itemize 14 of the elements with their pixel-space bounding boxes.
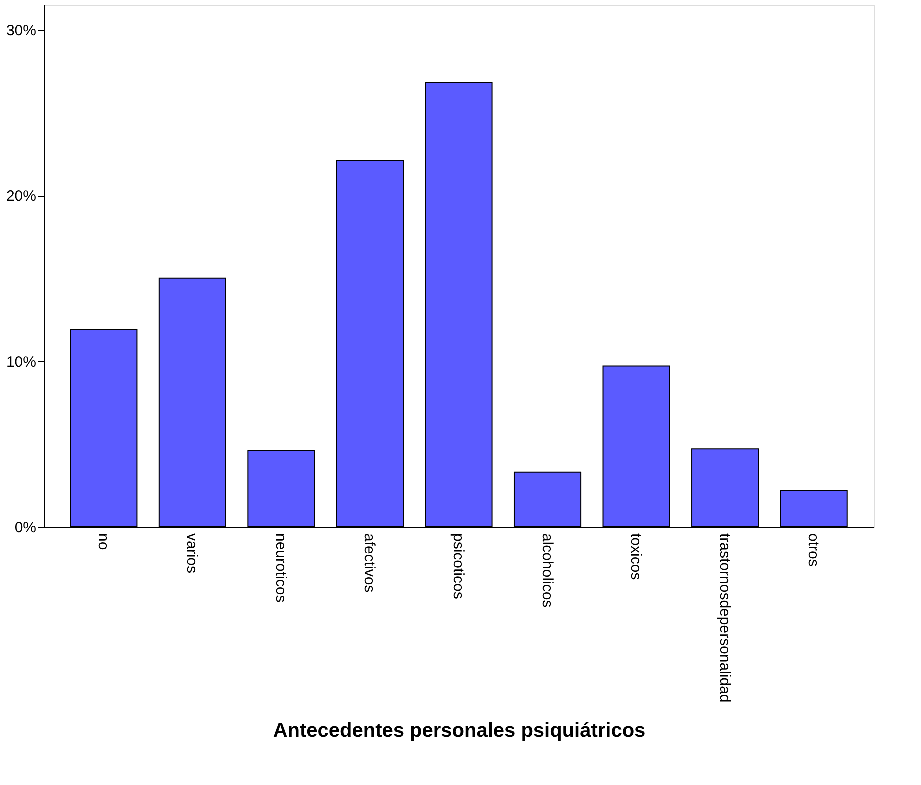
y-tick-label: 20%: [6, 188, 36, 206]
y-tick-label: 0%: [14, 520, 36, 536]
x-axis-title: Antecedentes personales psiquiátricos: [273, 720, 646, 742]
x-tick-label: trastornosdepersonalidad: [716, 534, 734, 703]
y-tick-label: 30%: [6, 22, 36, 40]
x-tick-label: varios: [184, 534, 201, 574]
x-tick-label: toxicos: [628, 534, 645, 580]
x-tick-label: afectivos: [361, 534, 378, 593]
x-tick-label: no: [94, 534, 112, 550]
x-tick-label: neuroticos: [272, 534, 290, 603]
x-tick-label: alcoholicos: [538, 534, 556, 608]
x-tick-label: otros: [805, 534, 822, 567]
y-tick-label: 10%: [6, 354, 36, 371]
x-tick-label: psicoticos: [450, 534, 467, 600]
